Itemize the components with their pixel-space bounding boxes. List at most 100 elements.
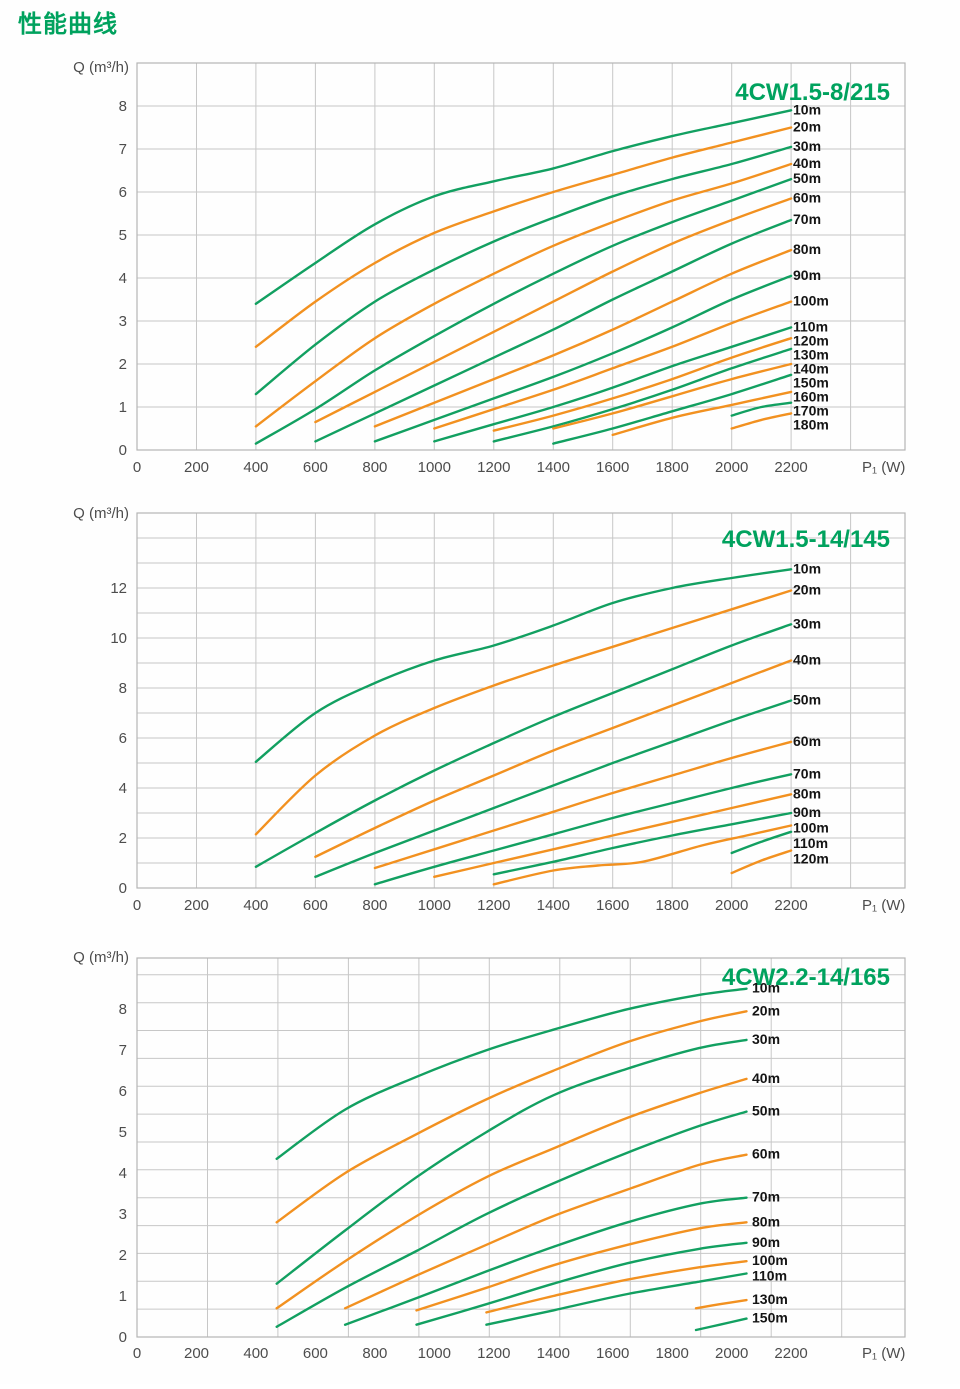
curve-150m: [694, 1317, 748, 1332]
y-tick-label: 1: [119, 399, 127, 416]
y-tick-label: 0: [119, 1329, 127, 1346]
curve-label-30m: 30m: [752, 1031, 780, 1047]
y-tick-label: 8: [119, 680, 127, 697]
y-tick-label: 7: [119, 1042, 127, 1059]
plot-border: [136, 957, 906, 1338]
x-tick-label: 200: [184, 459, 209, 476]
y-tick-label: 0: [119, 442, 127, 459]
x-tick-label: 2000: [715, 897, 748, 914]
y-tick-label: 4: [119, 780, 127, 797]
curve-label-140m: 140m: [793, 360, 829, 376]
y-axis-label: Q (m³/h): [73, 505, 129, 522]
curve-label-100m: 100m: [752, 1252, 788, 1268]
curves: [275, 987, 748, 1332]
curve-label-50m: 50m: [793, 170, 821, 186]
x-tick-label: 800: [362, 1345, 387, 1362]
curve-110m: [730, 830, 793, 855]
curve-label-40m: 40m: [793, 155, 821, 171]
curve-label-70m: 70m: [793, 765, 821, 781]
y-tick-label: 6: [119, 184, 127, 201]
curve-label-130m: 130m: [793, 346, 829, 362]
curve-label-20m: 20m: [793, 119, 821, 135]
curve-40m: [275, 1077, 748, 1310]
curve-label-80m: 80m: [752, 1213, 780, 1229]
curve-label-90m: 90m: [752, 1234, 780, 1250]
curve-label-150m: 150m: [793, 374, 829, 390]
curve-label-40m: 40m: [793, 652, 821, 668]
y-tick-label: 3: [119, 1206, 127, 1223]
curve-label-150m: 150m: [752, 1310, 788, 1326]
y-tick-label: 2: [119, 356, 127, 373]
curve-label-180m: 180m: [793, 416, 829, 432]
curve-90m: [415, 1241, 748, 1326]
curve-80m: [373, 248, 793, 428]
x-axis-label: P₁ (W): [862, 1345, 905, 1362]
curve-150m: [552, 373, 793, 445]
y-tick-label: 12: [110, 580, 127, 597]
plot-border: [136, 512, 906, 889]
curve-70m: [343, 1196, 748, 1326]
curve-label-80m: 80m: [793, 785, 821, 801]
x-tick-label: 1000: [418, 1345, 451, 1362]
curve-label-50m: 50m: [793, 692, 821, 708]
curve-90m: [492, 811, 793, 876]
curve-20m: [254, 589, 793, 836]
y-tick-label: 2: [119, 1247, 127, 1264]
x-tick-label: 1200: [477, 1345, 510, 1362]
curve-180m: [730, 412, 793, 430]
curve-label-110m: 110m: [793, 318, 828, 334]
curve-label-10m: 10m: [793, 101, 821, 117]
grid-lines: [137, 958, 905, 1337]
x-tick-label: 1600: [596, 1345, 629, 1362]
x-tick-label: 600: [303, 459, 328, 476]
x-tick-label: 400: [243, 459, 268, 476]
curve-100m: [492, 824, 793, 886]
curve-label-100m: 100m: [793, 820, 829, 836]
x-tick-label: 1400: [537, 1345, 570, 1362]
curve-label-170m: 170m: [793, 402, 829, 418]
y-tick-label: 5: [119, 1124, 127, 1141]
x-tick-label: 2000: [715, 1345, 748, 1362]
curve-30m: [254, 145, 793, 396]
curve-40m: [314, 659, 793, 858]
curve-140m: [552, 362, 793, 430]
curve-100m: [433, 300, 793, 430]
curve-label-20m: 20m: [793, 582, 821, 598]
x-tick-label: 0: [133, 1345, 141, 1362]
curve-120m: [730, 849, 793, 875]
curve-50m: [314, 699, 793, 878]
x-axis-label: P₁ (W): [862, 459, 905, 476]
chart-4cw1-5-14-145: 0 200 400 600 800 1000 1200 1400 1600 1800 2000 220…: [73, 505, 906, 914]
y-tick-label: 6: [119, 730, 127, 747]
curve-label-90m: 90m: [793, 267, 821, 283]
x-tick-label: 1800: [656, 897, 689, 914]
x-tick-label: 1400: [537, 459, 570, 476]
x-tick-label: 1600: [596, 897, 629, 914]
x-tick-label: 800: [362, 459, 387, 476]
y-tick-label: 4: [119, 270, 127, 287]
x-tick-label: 600: [303, 897, 328, 914]
page-title: 性能曲线: [18, 11, 118, 38]
x-tick-label: 600: [303, 1345, 328, 1362]
curve-label-60m: 60m: [793, 190, 821, 206]
x-tick-label: 2200: [774, 459, 807, 476]
curve-label-80m: 80m: [793, 241, 821, 257]
curve-label-10m: 10m: [752, 980, 780, 996]
x-tick-label: 2200: [774, 897, 807, 914]
x-tick-label: 800: [362, 897, 387, 914]
curve-20m: [275, 1010, 748, 1224]
x-tick-label: 0: [133, 897, 141, 914]
curve-label-90m: 90m: [793, 804, 821, 820]
curve-170m: [730, 401, 793, 417]
curve-110m: [433, 326, 793, 443]
curve-80m: [415, 1221, 748, 1312]
x-tick-label: 1200: [477, 897, 510, 914]
curve-60m: [314, 197, 793, 424]
curve-10m: [254, 568, 793, 763]
x-tick-label: 400: [243, 1345, 268, 1362]
curve-label-120m: 120m: [793, 332, 829, 348]
curve-130m: [492, 347, 793, 443]
y-tick-label: 0: [119, 880, 127, 897]
